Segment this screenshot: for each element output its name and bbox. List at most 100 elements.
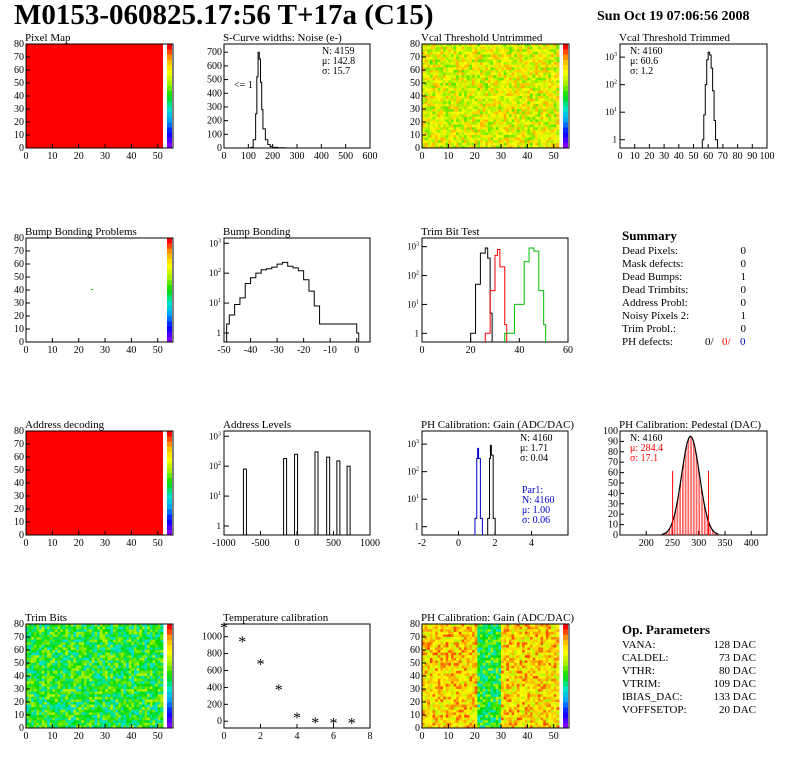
heatmap-cell bbox=[126, 657, 130, 661]
heatmap-cell bbox=[112, 704, 116, 708]
heatmap-cell bbox=[424, 98, 428, 102]
heatmap-cell bbox=[429, 109, 433, 112]
palette-bar-segment bbox=[563, 85, 568, 92]
heatmap-cell bbox=[134, 650, 138, 653]
heatmap-cell bbox=[432, 634, 436, 638]
heatmap-cell bbox=[131, 702, 135, 705]
heatmap-cell bbox=[60, 720, 64, 724]
heatmap-cell bbox=[141, 660, 145, 664]
heatmap-cell bbox=[115, 686, 119, 690]
heatmap-cell bbox=[437, 650, 441, 653]
heatmap-cell bbox=[39, 655, 43, 659]
heatmap-cell bbox=[83, 647, 87, 651]
heatmap-cell bbox=[458, 137, 462, 141]
heatmap-cell bbox=[458, 85, 462, 89]
heatmap-cell bbox=[437, 72, 441, 76]
heatmap-cell bbox=[540, 103, 544, 107]
heatmap-cell bbox=[41, 634, 45, 638]
heatmap-cell bbox=[482, 103, 486, 107]
heatmap-cell bbox=[464, 96, 468, 99]
heatmap-cell bbox=[65, 673, 69, 677]
palette-bar-segment bbox=[167, 431, 172, 437]
heatmap-cell bbox=[81, 694, 85, 698]
heatmap-cell bbox=[516, 85, 520, 89]
x-tick-label: 20 bbox=[74, 151, 84, 162]
heatmap-cell bbox=[70, 631, 74, 635]
heatmap-cell bbox=[551, 106, 555, 110]
heatmap-cell bbox=[31, 696, 35, 700]
heatmap-cell bbox=[548, 111, 552, 115]
heatmap-cell bbox=[498, 140, 502, 144]
heatmap-cell bbox=[120, 725, 124, 729]
heatmap-cell bbox=[440, 135, 444, 138]
heatmap-cell bbox=[506, 46, 510, 50]
stat-line: σ: 1.2 bbox=[630, 66, 653, 77]
heatmap-cell bbox=[551, 137, 555, 141]
heatmap-cell bbox=[443, 44, 447, 47]
heatmap-cell bbox=[453, 62, 457, 66]
heatmap-cell bbox=[424, 75, 428, 79]
y-tick-exponent: 3 bbox=[416, 439, 419, 445]
heatmap-cell bbox=[41, 694, 45, 698]
heatmap-cell bbox=[432, 101, 436, 105]
heatmap-cell bbox=[57, 660, 61, 664]
heatmap-cell bbox=[432, 119, 436, 123]
x-tick-label: 20 bbox=[74, 345, 84, 356]
heatmap-cell bbox=[498, 109, 502, 112]
heatmap-cell bbox=[65, 624, 69, 627]
heatmap-cell bbox=[461, 46, 465, 50]
heatmap-cell bbox=[91, 681, 95, 685]
x-tick-label: 4 bbox=[295, 731, 300, 742]
x-tick-label: 90 bbox=[747, 151, 757, 162]
heatmap-cell bbox=[49, 699, 53, 703]
heatmap-cell bbox=[31, 722, 35, 726]
heatmap-cell bbox=[543, 44, 547, 47]
heatmap-cell bbox=[52, 720, 56, 724]
heatmap-cell bbox=[464, 127, 468, 131]
heatmap-cell bbox=[89, 660, 93, 664]
heatmap-cell bbox=[519, 75, 523, 79]
heatmap-cell bbox=[482, 57, 486, 60]
heatmap-cell bbox=[495, 64, 499, 68]
heatmap-cell bbox=[152, 678, 156, 682]
heatmap-cell bbox=[65, 657, 69, 661]
heatmap-cell bbox=[152, 631, 156, 635]
heatmap-cell bbox=[73, 629, 77, 633]
heatmap-cell bbox=[545, 132, 549, 136]
heatmap-cell bbox=[429, 670, 433, 674]
heatmap-cell bbox=[136, 624, 140, 627]
heatmap-cell bbox=[532, 88, 536, 92]
heatmap-cell bbox=[548, 70, 552, 73]
heatmap-cell bbox=[456, 111, 460, 115]
heatmap-cell bbox=[435, 626, 439, 630]
heatmap-cell bbox=[31, 644, 35, 648]
heatmap-cell bbox=[450, 57, 455, 60]
heatmap-cell bbox=[134, 673, 138, 677]
heatmap-cell bbox=[152, 639, 156, 643]
heatmap-cell bbox=[44, 652, 48, 656]
heatmap-cell bbox=[450, 142, 455, 146]
y-tick-label: 101 bbox=[407, 299, 419, 309]
heatmap-cell bbox=[498, 59, 502, 63]
heatmap-cell bbox=[39, 678, 43, 682]
heatmap-cell bbox=[99, 668, 103, 672]
palette-bar-segment bbox=[563, 44, 568, 50]
heatmap-cell bbox=[427, 709, 431, 713]
palette-bar-segment bbox=[167, 702, 172, 708]
page-date: Sun Oct 19 07:06:56 2008 bbox=[597, 9, 750, 24]
heatmap-cell bbox=[123, 652, 127, 656]
heatmap-cell bbox=[485, 46, 489, 50]
heatmap-cell bbox=[97, 665, 101, 669]
heatmap-cell bbox=[31, 655, 35, 659]
heatmap-cell bbox=[427, 722, 431, 726]
heatmap-cell bbox=[131, 652, 135, 656]
heatmap-cell bbox=[474, 72, 478, 76]
heatmap-cell bbox=[54, 652, 59, 656]
heatmap-cell bbox=[107, 717, 111, 721]
heatmap-cell bbox=[458, 140, 462, 144]
heatmap-cell bbox=[490, 127, 494, 131]
heatmap-cell bbox=[70, 634, 74, 638]
heatmap-cell bbox=[70, 639, 74, 643]
heatmap-cell bbox=[522, 72, 526, 76]
heatmap-cell bbox=[136, 655, 140, 659]
